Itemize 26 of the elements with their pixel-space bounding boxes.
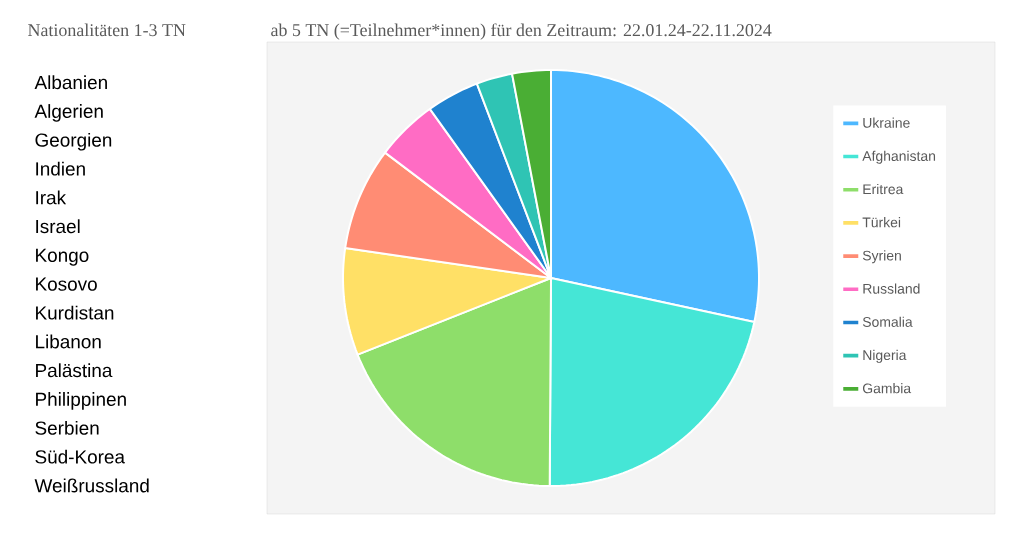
text: Palästina: [36, 363, 113, 378]
text: Kongo: [36, 248, 89, 266]
text: Nationalitäten 1-3 TN: [28, 23, 186, 37]
legend-label: Afghanistan: [862, 150, 936, 164]
legend-label: Gambia: [862, 383, 912, 394]
legend-label: Russland: [863, 283, 920, 294]
legend-label: Ukraine: [863, 117, 910, 128]
text: Weißrussland: [34, 478, 149, 493]
text: Kurdistan: [36, 305, 114, 320]
text: Süd-Korea: [35, 449, 126, 464]
text: Irak: [36, 190, 67, 205]
text: Serbien: [35, 420, 99, 435]
text: Algerien: [34, 104, 103, 122]
chart-title: ab 5 TN (=Teilnehmer*innen) für den Zeitraum: 22.01.24-22.11.2024: [271, 23, 772, 40]
text: Israel: [36, 219, 80, 234]
text: Albanien: [34, 75, 107, 90]
legend-label: Türkei: [862, 217, 901, 228]
legend-label: Nigeria: [863, 349, 907, 363]
text: Kosovo: [36, 277, 97, 291]
text: Georgien: [35, 132, 112, 151]
text: Indien: [36, 161, 85, 176]
legend-label: Eritrea: [863, 183, 904, 195]
legend-label: Somalia: [862, 316, 913, 327]
text: Philippinen: [36, 392, 126, 410]
text: Libanon: [36, 334, 101, 349]
legend-label: Syrien: [862, 250, 901, 264]
